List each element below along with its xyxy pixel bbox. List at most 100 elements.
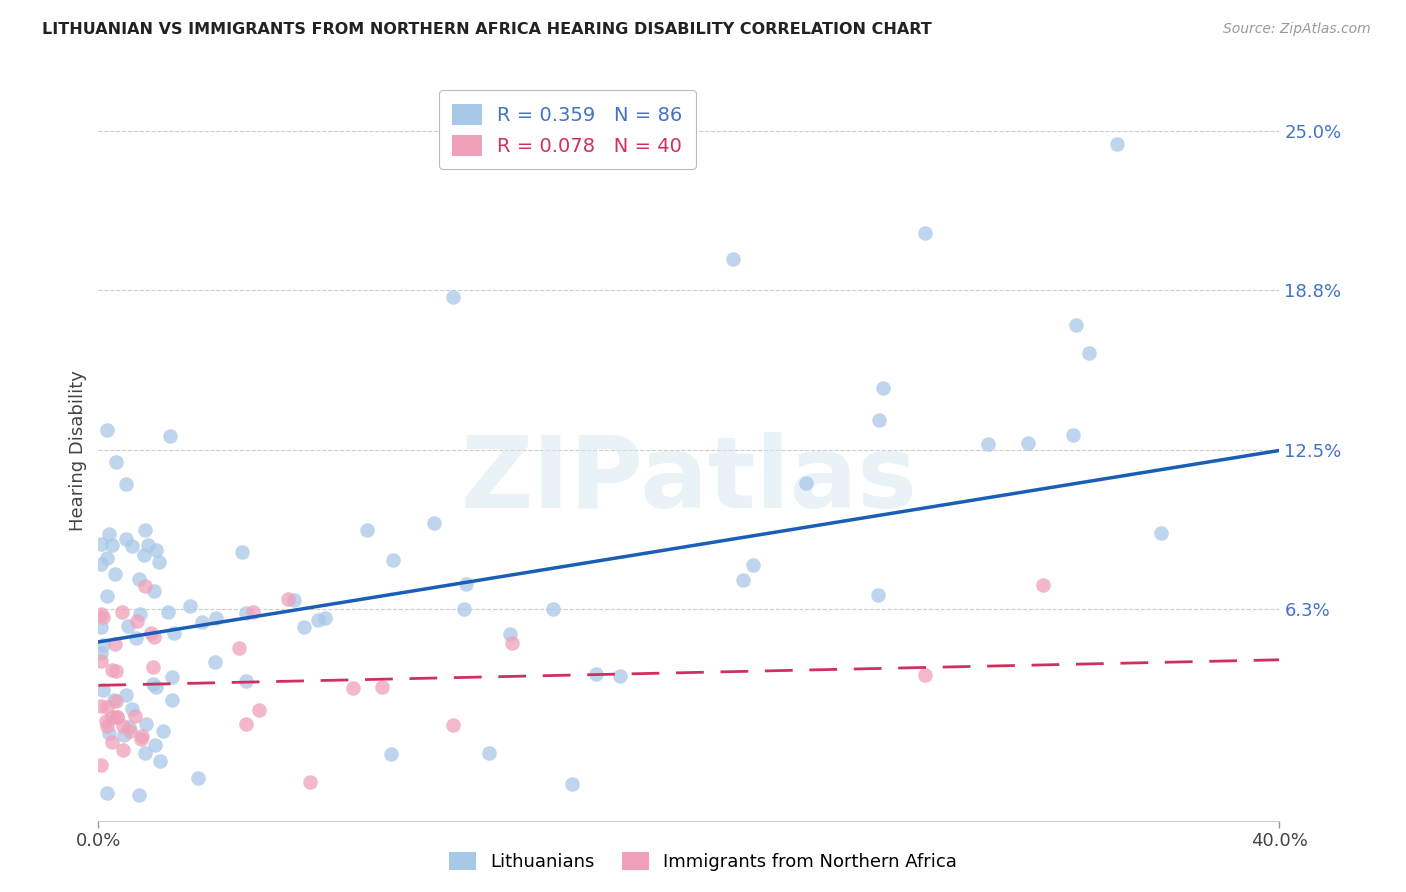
Point bbox=[142, 660, 165, 674]
Point bbox=[441, 290, 464, 304]
Point bbox=[115, 533, 138, 547]
Point bbox=[868, 589, 890, 603]
Point bbox=[382, 553, 405, 567]
Point bbox=[231, 544, 253, 558]
Point bbox=[112, 727, 135, 741]
Point bbox=[441, 718, 464, 732]
Point bbox=[97, 726, 120, 740]
Point bbox=[142, 630, 165, 644]
Point bbox=[124, 709, 146, 723]
Point bbox=[541, 601, 564, 615]
Point bbox=[235, 717, 257, 731]
Point bbox=[796, 475, 818, 490]
Point bbox=[561, 777, 583, 791]
Point bbox=[98, 527, 121, 541]
Point bbox=[179, 599, 201, 613]
Point bbox=[314, 611, 336, 625]
Point bbox=[1064, 318, 1087, 332]
Point bbox=[741, 558, 763, 572]
Point bbox=[105, 710, 128, 724]
Point bbox=[228, 641, 250, 656]
Point bbox=[283, 592, 305, 607]
Point bbox=[1017, 435, 1039, 450]
Point bbox=[96, 786, 118, 800]
Point bbox=[247, 703, 270, 717]
Point bbox=[125, 614, 148, 628]
Point bbox=[914, 227, 936, 241]
Point bbox=[371, 680, 394, 694]
Y-axis label: Hearing Disability: Hearing Disability bbox=[69, 370, 87, 531]
Point bbox=[242, 605, 264, 619]
Point bbox=[114, 477, 136, 491]
Point bbox=[145, 738, 167, 752]
Point bbox=[90, 699, 112, 714]
Point bbox=[103, 692, 125, 706]
Point bbox=[141, 626, 163, 640]
Point bbox=[129, 732, 152, 747]
Point bbox=[733, 573, 755, 587]
Point bbox=[105, 710, 128, 724]
Point bbox=[96, 423, 118, 437]
Point bbox=[145, 680, 167, 694]
Point bbox=[112, 719, 135, 733]
Point bbox=[501, 635, 523, 649]
Point bbox=[191, 615, 214, 630]
Point bbox=[160, 693, 183, 707]
Point bbox=[499, 627, 522, 641]
Point bbox=[96, 719, 118, 733]
Point bbox=[131, 730, 153, 744]
Point bbox=[121, 539, 143, 553]
Point bbox=[90, 654, 112, 668]
Point bbox=[134, 746, 156, 760]
Point bbox=[423, 516, 446, 530]
Point bbox=[96, 550, 118, 565]
Point bbox=[128, 788, 150, 802]
Point bbox=[159, 429, 181, 443]
Text: Source: ZipAtlas.com: Source: ZipAtlas.com bbox=[1223, 22, 1371, 37]
Point bbox=[111, 743, 134, 757]
Point bbox=[1032, 577, 1054, 591]
Point bbox=[585, 667, 607, 681]
Point bbox=[90, 620, 112, 634]
Point bbox=[205, 611, 228, 625]
Point bbox=[142, 677, 165, 691]
Point bbox=[129, 607, 152, 621]
Point bbox=[100, 538, 122, 552]
Point bbox=[94, 714, 117, 728]
Text: LITHUANIAN VS IMMIGRANTS FROM NORTHERN AFRICA HEARING DISABILITY CORRELATION CHA: LITHUANIAN VS IMMIGRANTS FROM NORTHERN A… bbox=[42, 22, 932, 37]
Point bbox=[93, 682, 115, 697]
Point bbox=[1078, 346, 1101, 360]
Point bbox=[118, 720, 141, 734]
Point bbox=[91, 610, 114, 624]
Point bbox=[977, 437, 1000, 451]
Point bbox=[115, 688, 138, 702]
Point bbox=[134, 579, 156, 593]
Legend: R = 0.359   N = 86, R = 0.078   N = 40: R = 0.359 N = 86, R = 0.078 N = 40 bbox=[439, 90, 696, 169]
Point bbox=[187, 771, 209, 785]
Point bbox=[160, 670, 183, 684]
Point bbox=[132, 549, 155, 563]
Point bbox=[117, 618, 139, 632]
Point bbox=[90, 537, 112, 551]
Point bbox=[90, 757, 112, 772]
Point bbox=[101, 663, 124, 677]
Point bbox=[138, 538, 160, 552]
Point bbox=[104, 567, 127, 582]
Point bbox=[456, 577, 478, 591]
Legend: Lithuanians, Immigrants from Northern Africa: Lithuanians, Immigrants from Northern Af… bbox=[441, 845, 965, 879]
Point bbox=[135, 716, 157, 731]
Point bbox=[872, 381, 894, 395]
Point bbox=[235, 606, 257, 620]
Point bbox=[1062, 427, 1084, 442]
Point bbox=[204, 655, 226, 669]
Point bbox=[111, 605, 134, 619]
Point bbox=[723, 252, 745, 266]
Text: ZIPatlas: ZIPatlas bbox=[461, 432, 917, 529]
Point bbox=[609, 669, 631, 683]
Point bbox=[156, 606, 179, 620]
Point bbox=[101, 710, 124, 724]
Point bbox=[148, 555, 170, 569]
Point bbox=[101, 735, 124, 749]
Point bbox=[1107, 137, 1129, 152]
Point bbox=[149, 754, 172, 768]
